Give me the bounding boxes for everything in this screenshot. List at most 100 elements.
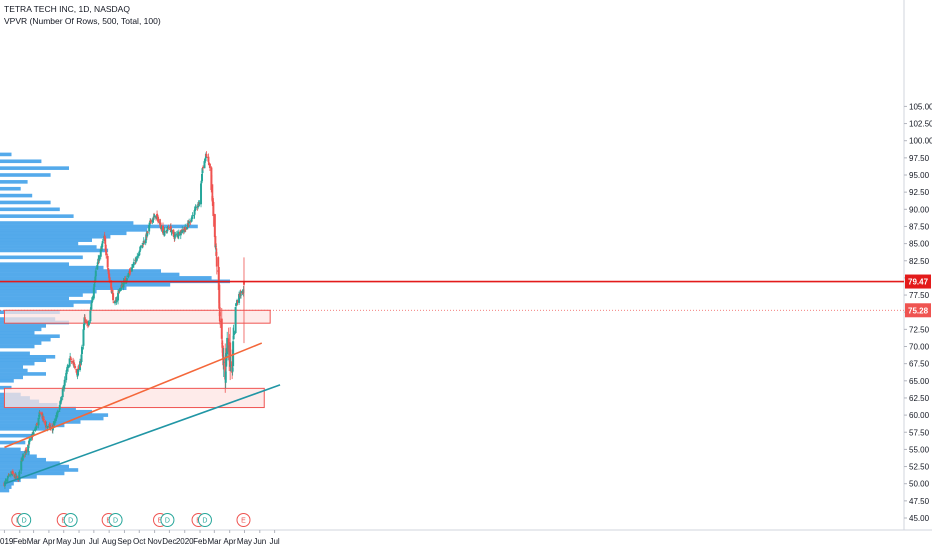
candle-up (38, 412, 41, 417)
symbol-title[interactable]: TETRA TECH INC, 1D, NASDAQ (4, 4, 130, 14)
volume-profile-bar (0, 238, 92, 242)
trendline-teal[interactable] (4, 384, 281, 485)
volume-profile-bar (0, 420, 81, 424)
candle-up (163, 230, 166, 236)
volume-profile-bar (0, 409, 92, 414)
candle-down (129, 270, 132, 272)
volume-profile-bar (0, 228, 148, 232)
candle-up (238, 294, 241, 303)
event-marker-label: D (202, 518, 207, 525)
candle-down (219, 320, 222, 322)
candle-up (224, 371, 227, 383)
candle-up (29, 438, 32, 441)
dividend-marker[interactable] (197, 513, 212, 527)
candle-up (66, 368, 69, 371)
candle-down (84, 319, 87, 323)
candle-down (169, 226, 172, 232)
candle-down (40, 412, 43, 416)
candle-down (25, 449, 28, 451)
candle-up (197, 205, 200, 208)
dividend-marker[interactable] (108, 513, 123, 527)
candle-down (167, 227, 170, 229)
time-axis[interactable]: 2019FebMarAprMayJunJulAugSepOctNovDec202… (0, 530, 280, 546)
volume-profile-bar (0, 451, 30, 455)
candle-down (218, 312, 221, 317)
indicator-label[interactable]: VPVR (Number Of Rows, 500, Total, 100) (4, 16, 161, 26)
candle-up (231, 367, 234, 372)
candle-down (16, 476, 19, 480)
price-tick-label: 90.00 (909, 205, 930, 214)
candle-up (27, 444, 30, 452)
volume-profile-bar (0, 488, 10, 493)
candle-down (207, 156, 210, 162)
volume-profile-bar (0, 286, 127, 290)
price-tick-label: 105.00 (909, 102, 932, 111)
volume-profile-bar (0, 361, 35, 366)
candle-down (158, 221, 161, 223)
time-tick-label: Jun (253, 537, 266, 546)
trendline-orange[interactable] (4, 342, 263, 449)
candle-down (149, 220, 152, 222)
dividend-marker[interactable] (63, 513, 78, 527)
candle-down (86, 322, 89, 323)
candle-down (74, 366, 77, 368)
candle-down (70, 358, 73, 360)
candle-up (18, 472, 21, 481)
candle-up (56, 410, 59, 414)
price-tick-label: 87.50 (909, 222, 930, 231)
candle-up (67, 365, 70, 369)
candle-up (59, 400, 62, 403)
dividend-marker[interactable] (17, 513, 32, 527)
event-marker-label: E (241, 518, 246, 525)
candle-up (183, 229, 186, 232)
price-tick-label: 100.00 (909, 137, 932, 146)
candle-up (233, 332, 236, 336)
candle-down (159, 222, 162, 228)
volume-profile-bar (0, 468, 79, 472)
candle-down (39, 411, 42, 413)
candle-up (163, 231, 166, 233)
candle-up (232, 335, 235, 340)
volume-profile-bar (0, 269, 161, 273)
candle-up (138, 252, 141, 255)
price-tick-label: 62.50 (909, 394, 930, 403)
dividend-marker[interactable] (160, 513, 175, 527)
time-tick-label: Jun (73, 537, 86, 546)
candle-up (146, 231, 149, 237)
volume-profile-bar (0, 272, 180, 277)
candle-up (222, 361, 225, 363)
candle-up (235, 303, 238, 307)
price-axis[interactable]: 45.00 47.50 50.00 52.50 55.00 57.50 60.00 62.50… (904, 102, 932, 523)
volume-profile-bar (0, 276, 212, 280)
price-tick-label: 67.50 (909, 360, 930, 369)
candle-down (205, 154, 208, 157)
candle-up (69, 356, 72, 358)
zone-1[interactable] (3, 309, 271, 324)
time-tick-label: Sep (117, 537, 132, 546)
price-label-tag[interactable] (905, 303, 931, 318)
candle-up (131, 267, 134, 268)
candle-up (204, 157, 207, 162)
candle-down (36, 423, 39, 426)
candle-up (119, 288, 122, 292)
event-markers[interactable]: EDEDEDEDEDE (11, 513, 251, 527)
candle-up (181, 229, 184, 233)
candle-down (156, 215, 159, 217)
candle-up (138, 250, 141, 252)
drawings[interactable] (0, 280, 904, 485)
candle-up (35, 424, 38, 429)
candle-up (193, 214, 196, 216)
volume-profile-bar (0, 241, 79, 246)
earnings-marker[interactable] (236, 513, 251, 527)
zone-2[interactable] (3, 387, 265, 409)
volume-profile-bar (0, 152, 12, 157)
candle-up (79, 361, 82, 371)
candle-down (110, 287, 113, 293)
event-marker-label: D (165, 518, 170, 525)
price-label-tag[interactable] (905, 274, 931, 289)
candle-down (73, 365, 76, 367)
candle-up (139, 246, 142, 248)
candle-up (15, 476, 18, 478)
